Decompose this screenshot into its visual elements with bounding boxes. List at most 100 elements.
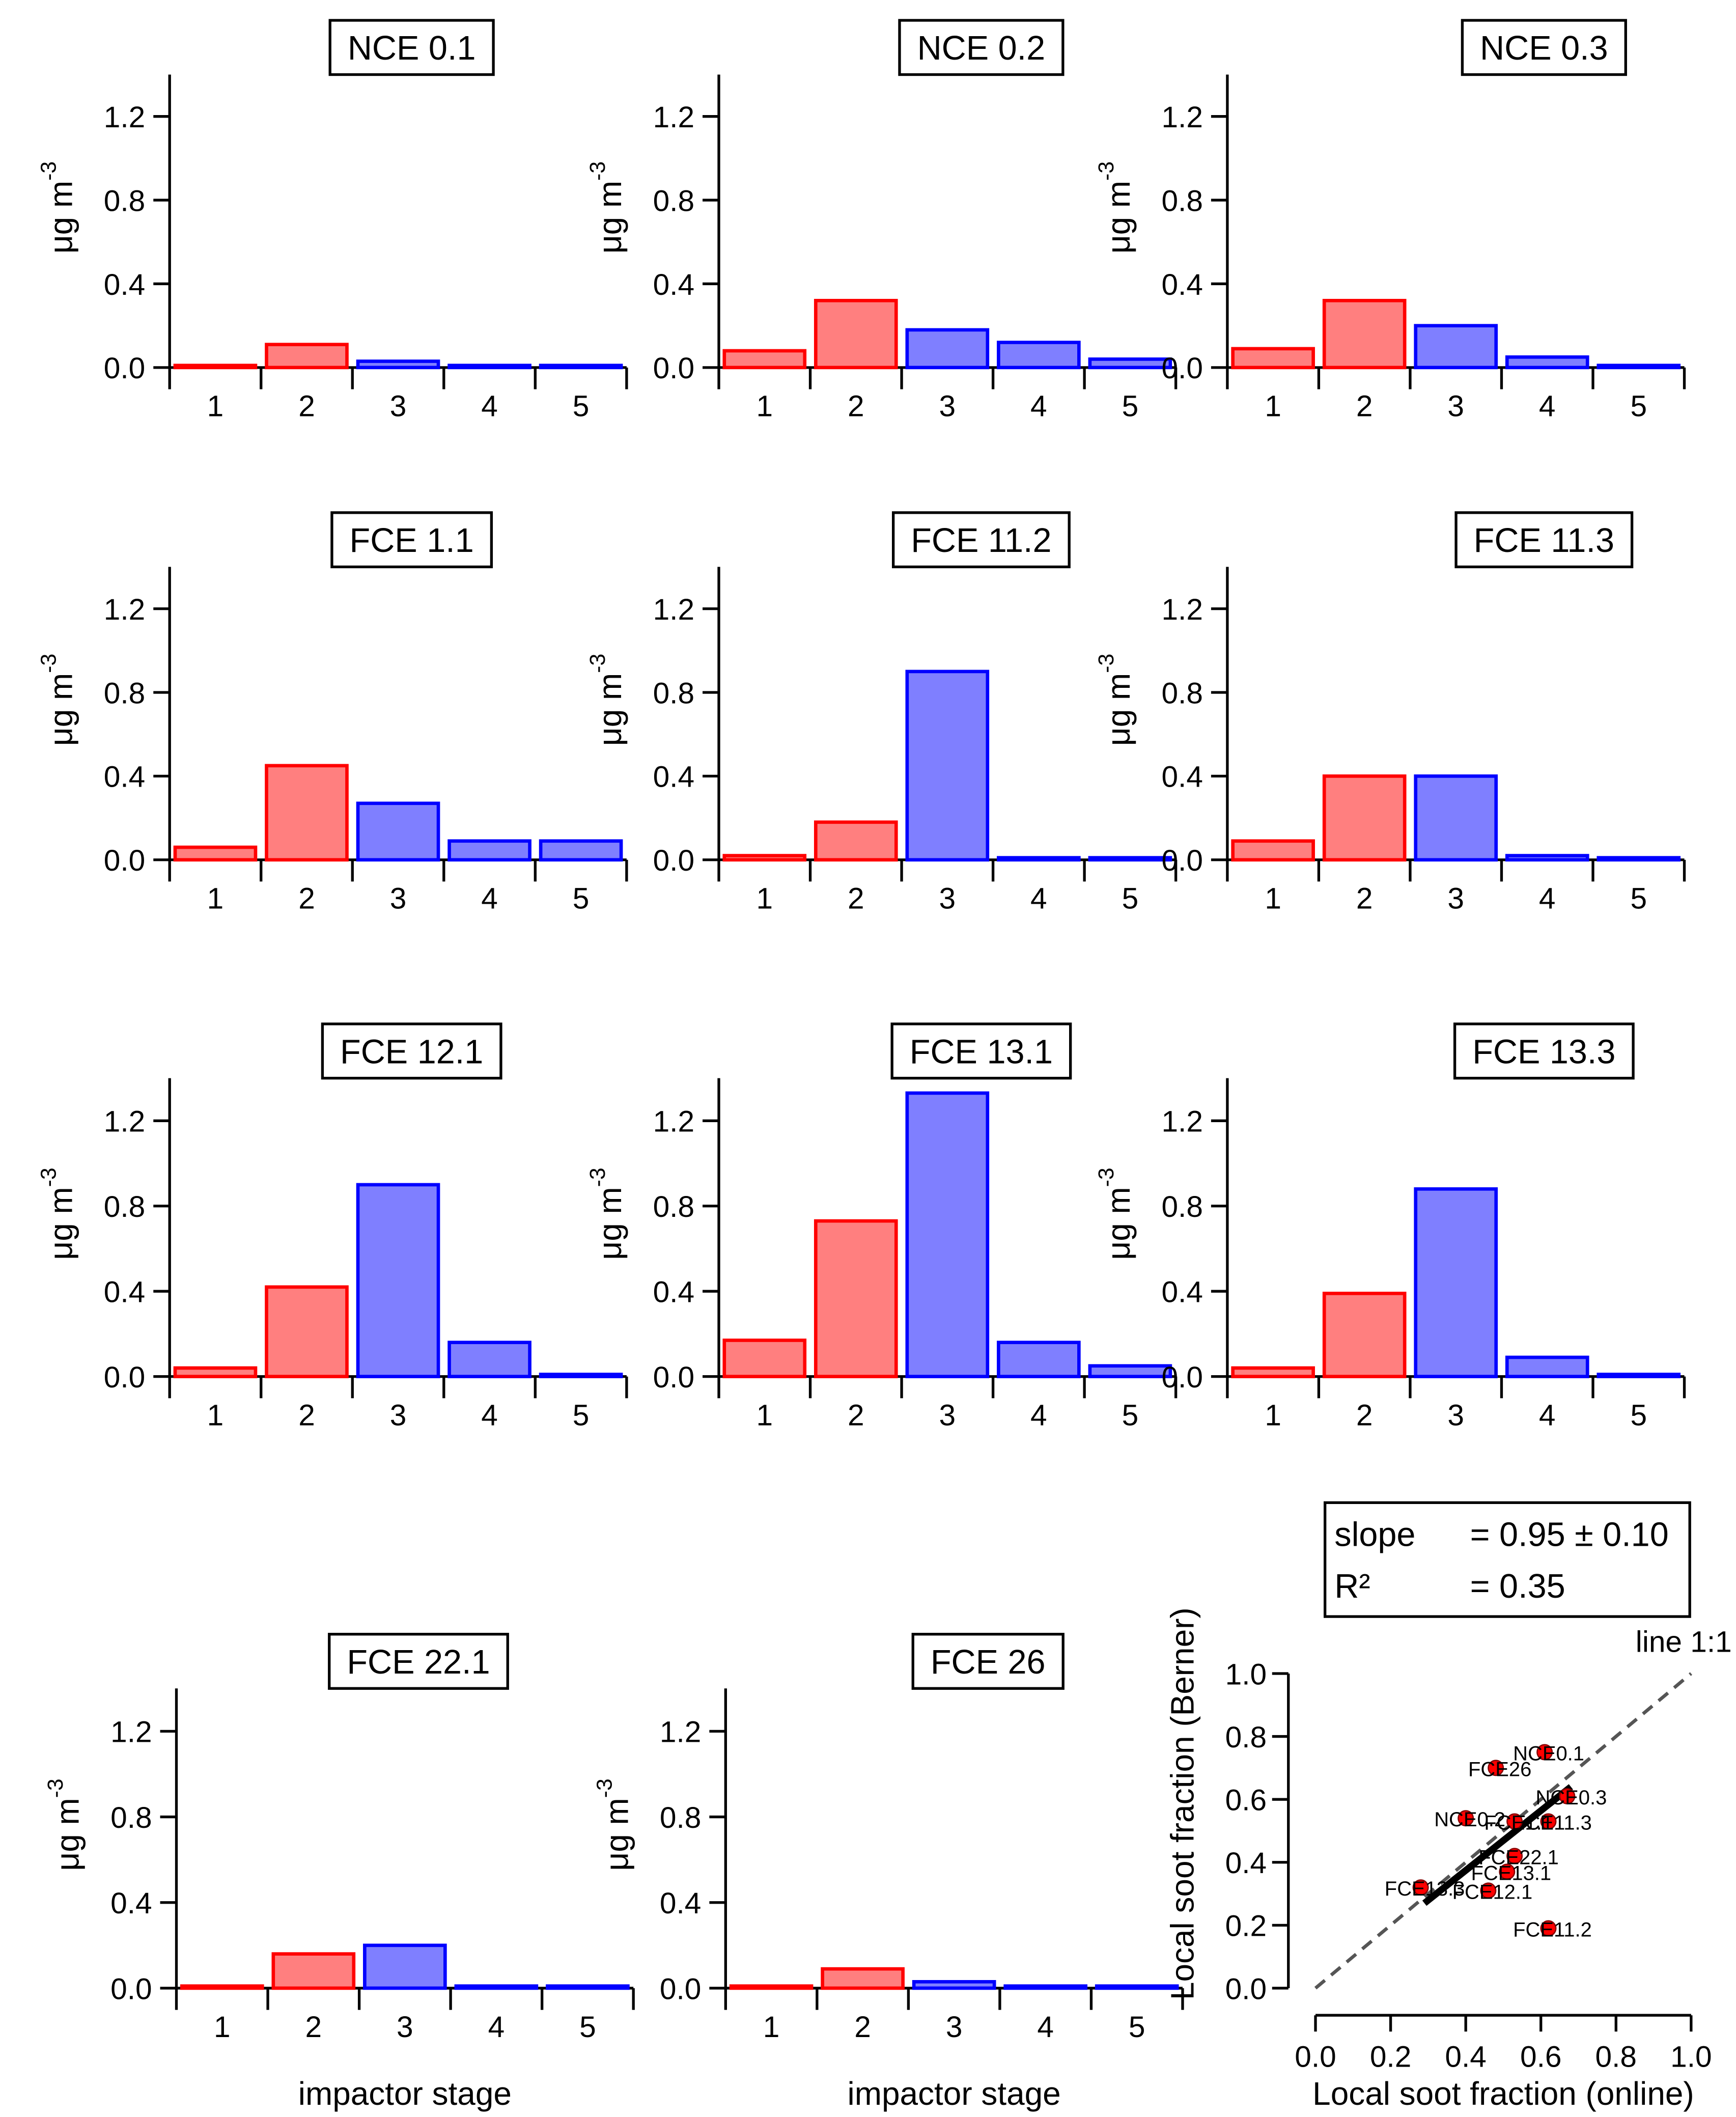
x-tick-label: 4 (1539, 882, 1556, 915)
x-tick-label: 2 (848, 1399, 864, 1432)
title-box (330, 511, 493, 569)
bar (1095, 1984, 1179, 1990)
chart-title: NCE 0.3 (1480, 30, 1608, 67)
y-axis-label-exponent: -3 (36, 654, 61, 673)
x-tick-label: 4 (1030, 1399, 1047, 1432)
x-tick-label: 2 (848, 390, 864, 423)
bar (173, 845, 258, 862)
bar (1088, 1364, 1172, 1378)
x-tick-label: 3 (939, 882, 956, 915)
bar (821, 1967, 905, 1990)
x-tick-label: 1 (756, 882, 773, 915)
x-tick-label: 0.8 (1595, 2040, 1637, 2073)
y-axis-label: μg m-3 (593, 1778, 635, 1871)
bar (814, 820, 898, 862)
bar (1322, 774, 1407, 862)
y-tick-label: 0.8 (1161, 677, 1202, 710)
bar (265, 343, 349, 370)
point-label: FCE26 (1468, 1758, 1531, 1780)
x-tick-label: 2 (305, 2011, 322, 2044)
x-tick-label: 3 (939, 1399, 956, 1432)
reference-line (1314, 1672, 1692, 1990)
y-axis-label: μg m-3 (1094, 161, 1137, 254)
y-tick-label: 0.4 (1225, 1847, 1267, 1880)
stats-label: R² (1334, 1568, 1370, 1605)
x-tick-label: 4 (1030, 882, 1047, 915)
x-tick-label: 5 (1129, 2011, 1145, 2044)
bar (905, 670, 990, 862)
y-tick-label: 0.8 (653, 1190, 694, 1223)
x-tick-label: 3 (390, 1399, 407, 1432)
point-label: NCE0.3 (1535, 1787, 1607, 1809)
point-label: FCE13.3 (1385, 1878, 1465, 1900)
x-tick-label: 1 (756, 1399, 773, 1432)
bar (1414, 1187, 1498, 1378)
chart-title: FCE 1.1 (350, 522, 474, 560)
bar (447, 364, 531, 370)
reference-line-label: line 1:1 (1636, 1625, 1732, 1658)
bar (356, 359, 440, 370)
title-box (328, 1633, 509, 1690)
bar (997, 341, 1081, 370)
x-tick-label: 2 (298, 882, 315, 915)
chart-title: FCE 13.3 (1472, 1033, 1615, 1071)
y-axis-label-unit: μg m (42, 673, 79, 746)
bar (912, 1980, 996, 1990)
y-axis-label: Local soot fraction (Berner) (1164, 1607, 1200, 2000)
bar (1505, 355, 1589, 370)
point (1506, 1848, 1523, 1864)
bar (729, 1984, 814, 1990)
title-box (1461, 19, 1627, 76)
x-tick-label: 0.6 (1520, 2040, 1561, 2073)
x-tick-label: 0.0 (1295, 2040, 1336, 2073)
point (1488, 1760, 1504, 1776)
y-tick-label: 1.2 (653, 101, 694, 134)
bar (1597, 856, 1681, 862)
y-axis-label-exponent: -3 (36, 1167, 61, 1187)
x-axis-label: Local soot fraction (online) (1312, 2075, 1694, 2112)
x-axis-label: impactor stage (848, 2075, 1061, 2112)
x-tick-label: 2 (1356, 882, 1373, 915)
y-tick-label: 0.4 (104, 761, 145, 794)
y-tick-label: 0.0 (653, 352, 694, 385)
x-tick-label: 2 (298, 1399, 315, 1432)
point-label: FCE13.1 (1471, 1862, 1551, 1884)
bar (1597, 364, 1681, 370)
y-tick-label: 0.8 (653, 184, 694, 217)
y-axis-label-exponent: -3 (43, 1778, 68, 1798)
x-tick-label: 3 (390, 390, 407, 423)
y-tick-label: 0.4 (653, 1276, 694, 1309)
y-axis-label-exponent: -3 (585, 654, 610, 673)
y-tick-label: 0.0 (1161, 352, 1202, 385)
x-tick-label: 1 (1265, 882, 1281, 915)
bar (173, 1366, 258, 1378)
bar (447, 839, 531, 862)
chart-title: FCE 11.3 (1474, 522, 1614, 560)
x-tick-label: 5 (1630, 390, 1647, 423)
chart-title: FCE 12.1 (340, 1033, 483, 1071)
chart-title: NCE 0.1 (348, 30, 476, 67)
x-tick-label: 3 (1447, 1399, 1464, 1432)
y-tick-label: 0.4 (1161, 268, 1202, 301)
point (1540, 1813, 1557, 1830)
x-axis-label: impactor stage (298, 2075, 512, 2112)
y-tick-label: 0.0 (1225, 1972, 1267, 2005)
bar (1231, 347, 1315, 370)
y-axis-label-exponent: -3 (585, 1167, 610, 1187)
point (1412, 1879, 1429, 1896)
y-tick-label: 0.0 (1161, 1361, 1202, 1394)
y-axis-label-unit: μg m (49, 1798, 86, 1871)
y-axis-label: μg m-3 (1094, 1167, 1137, 1260)
x-tick-label: 0.4 (1445, 2040, 1486, 2073)
bar (1231, 839, 1315, 862)
y-axis-label-unit: μg m (42, 181, 79, 254)
x-tick-label: 1 (207, 1399, 224, 1432)
y-tick-label: 0.8 (653, 677, 694, 710)
x-tick-label: 5 (1630, 882, 1647, 915)
y-tick-label: 0.8 (660, 1801, 701, 1834)
x-tick-label: 4 (1037, 2011, 1054, 2044)
title-box (321, 1022, 502, 1080)
x-tick-label: 5 (573, 882, 590, 915)
